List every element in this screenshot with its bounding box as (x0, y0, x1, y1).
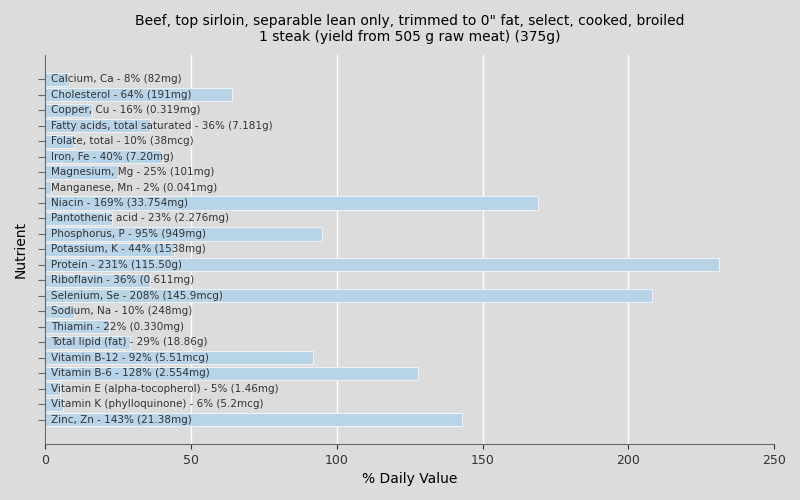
Text: Vitamin B-12 - 92% (5.51mcg): Vitamin B-12 - 92% (5.51mcg) (51, 352, 209, 362)
Text: Protein - 231% (115.50g): Protein - 231% (115.50g) (51, 260, 182, 270)
Bar (46, 196, 538, 209)
Bar (46, 304, 74, 318)
Text: Iron, Fe - 40% (7.20mg): Iron, Fe - 40% (7.20mg) (51, 152, 174, 162)
Text: Potassium, K - 44% (1538mg): Potassium, K - 44% (1538mg) (51, 244, 206, 254)
Bar (46, 72, 69, 86)
Text: Fatty acids, total saturated - 36% (7.181g): Fatty acids, total saturated - 36% (7.18… (51, 120, 273, 130)
Bar (46, 413, 462, 426)
Text: Vitamin E (alpha-tocopherol) - 5% (1.46mg): Vitamin E (alpha-tocopherol) - 5% (1.46m… (51, 384, 278, 394)
Bar (46, 119, 150, 132)
Bar (46, 212, 112, 225)
Text: Pantothenic acid - 23% (2.276mg): Pantothenic acid - 23% (2.276mg) (51, 214, 229, 224)
Bar (46, 88, 232, 102)
Bar (46, 398, 62, 410)
Text: Riboflavin - 36% (0.611mg): Riboflavin - 36% (0.611mg) (51, 276, 194, 285)
Text: Manganese, Mn - 2% (0.041mg): Manganese, Mn - 2% (0.041mg) (51, 182, 218, 192)
Text: Vitamin K (phylloquinone) - 6% (5.2mcg): Vitamin K (phylloquinone) - 6% (5.2mcg) (51, 399, 263, 409)
Text: Total lipid (fat) - 29% (18.86g): Total lipid (fat) - 29% (18.86g) (51, 337, 207, 347)
Text: Cholesterol - 64% (191mg): Cholesterol - 64% (191mg) (51, 90, 191, 100)
Text: Sodium, Na - 10% (248mg): Sodium, Na - 10% (248mg) (51, 306, 192, 316)
Text: Folate, total - 10% (38mcg): Folate, total - 10% (38mcg) (51, 136, 194, 146)
Bar (46, 166, 118, 178)
Text: Thiamin - 22% (0.330mg): Thiamin - 22% (0.330mg) (51, 322, 184, 332)
Text: Niacin - 169% (33.754mg): Niacin - 169% (33.754mg) (51, 198, 188, 208)
Text: Zinc, Zn - 143% (21.38mg): Zinc, Zn - 143% (21.38mg) (51, 414, 192, 424)
Bar (46, 150, 162, 163)
Bar (46, 351, 314, 364)
Bar (46, 104, 92, 117)
Bar (46, 258, 718, 272)
Text: Phosphorus, P - 95% (949mg): Phosphorus, P - 95% (949mg) (51, 229, 206, 239)
Bar (46, 181, 51, 194)
Bar (46, 274, 150, 287)
Bar (46, 289, 652, 302)
Bar (46, 243, 174, 256)
Text: Calcium, Ca - 8% (82mg): Calcium, Ca - 8% (82mg) (51, 74, 182, 84)
Bar (46, 382, 60, 395)
Text: Selenium, Se - 208% (145.9mcg): Selenium, Se - 208% (145.9mcg) (51, 291, 223, 301)
Text: Vitamin B-6 - 128% (2.554mg): Vitamin B-6 - 128% (2.554mg) (51, 368, 210, 378)
Bar (46, 134, 74, 147)
X-axis label: % Daily Value: % Daily Value (362, 472, 458, 486)
Bar (46, 228, 322, 240)
Y-axis label: Nutrient: Nutrient (14, 221, 28, 278)
Bar (46, 366, 418, 380)
Title: Beef, top sirloin, separable lean only, trimmed to 0" fat, select, cooked, broil: Beef, top sirloin, separable lean only, … (135, 14, 685, 44)
Bar (46, 320, 110, 334)
Text: Copper, Cu - 16% (0.319mg): Copper, Cu - 16% (0.319mg) (51, 105, 201, 115)
Bar (46, 336, 130, 349)
Text: Magnesium, Mg - 25% (101mg): Magnesium, Mg - 25% (101mg) (51, 167, 214, 177)
